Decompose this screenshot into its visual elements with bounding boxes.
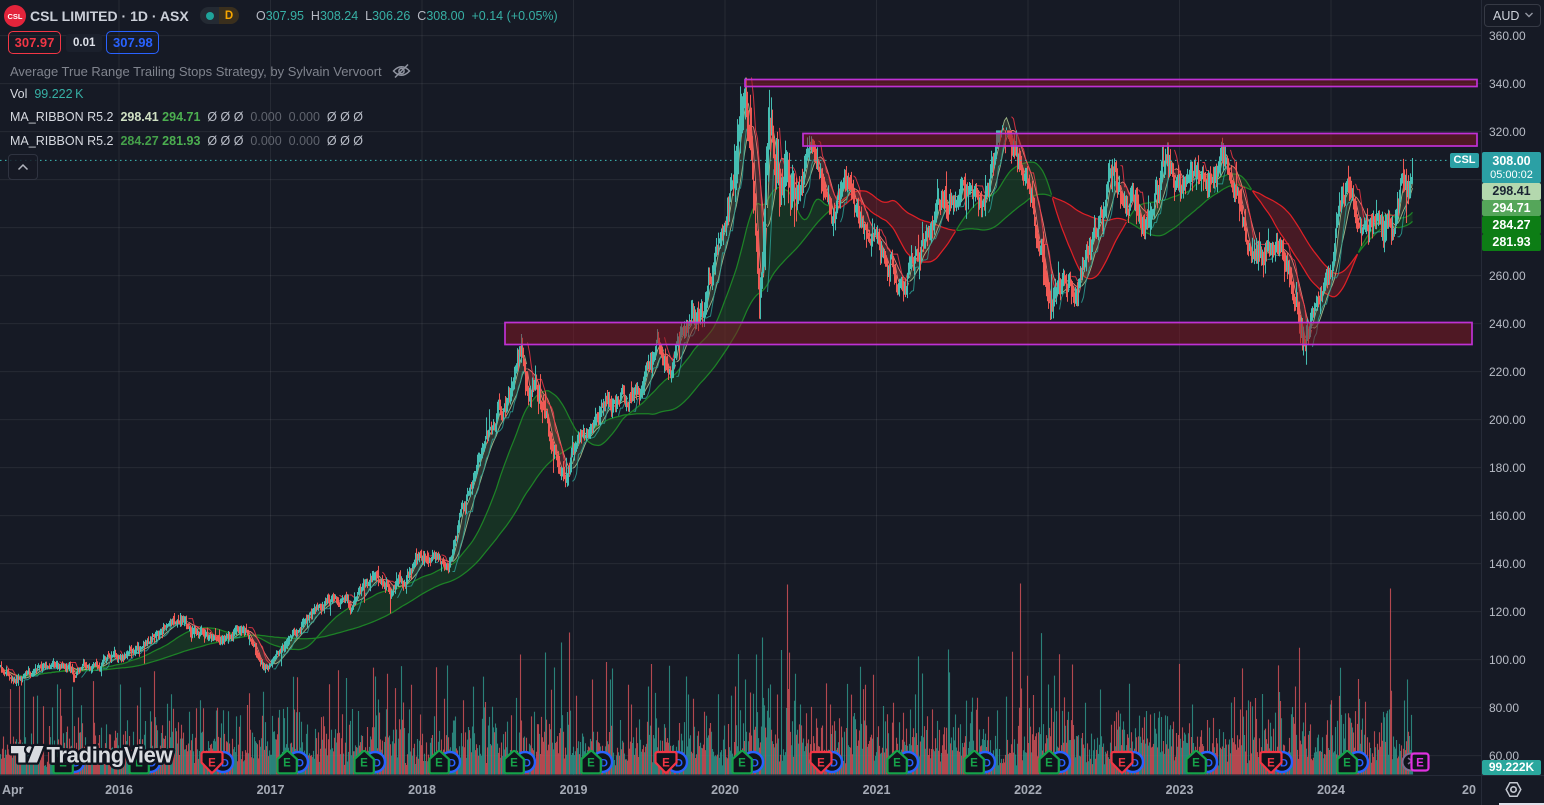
svg-text:D: D <box>675 758 683 770</box>
svg-text:D: D <box>1205 758 1213 770</box>
svg-text:E: E <box>1192 758 1200 770</box>
svg-text:D: D <box>1058 758 1066 770</box>
svg-text:E: E <box>135 758 143 770</box>
svg-text:D: D <box>983 758 991 770</box>
svg-text:D: D <box>221 758 229 770</box>
svg-text:D: D <box>751 758 759 770</box>
svg-text:E: E <box>1416 758 1424 770</box>
svg-text:E: E <box>283 758 291 770</box>
svg-text:E: E <box>587 758 595 770</box>
svg-text:D: D <box>1356 758 1364 770</box>
svg-text:D: D <box>148 758 156 770</box>
svg-text:E: E <box>817 758 825 770</box>
svg-text:E: E <box>435 758 443 770</box>
svg-text:E: E <box>970 758 978 770</box>
svg-text:E: E <box>738 758 746 770</box>
svg-text:E: E <box>893 758 901 770</box>
svg-text:E: E <box>1267 758 1275 770</box>
svg-text:E: E <box>59 758 67 770</box>
svg-text:D: D <box>1280 758 1288 770</box>
svg-text:D: D <box>523 758 531 770</box>
svg-text:E: E <box>208 758 216 770</box>
svg-text:D: D <box>600 758 608 770</box>
svg-text:E: E <box>1045 758 1053 770</box>
svg-text:D: D <box>1131 758 1139 770</box>
svg-text:E: E <box>1343 758 1351 770</box>
svg-text:TradingView: TradingView <box>47 743 174 768</box>
svg-text:D: D <box>373 758 381 770</box>
svg-text:E: E <box>662 758 670 770</box>
svg-text:E: E <box>1118 758 1126 770</box>
svg-text:D: D <box>830 758 838 770</box>
svg-text:D: D <box>296 758 304 770</box>
svg-text:D: D <box>448 758 456 770</box>
svg-text:D: D <box>906 758 914 770</box>
svg-text:E: E <box>360 758 368 770</box>
svg-text:D: D <box>72 758 80 770</box>
svg-text:E: E <box>510 758 518 770</box>
